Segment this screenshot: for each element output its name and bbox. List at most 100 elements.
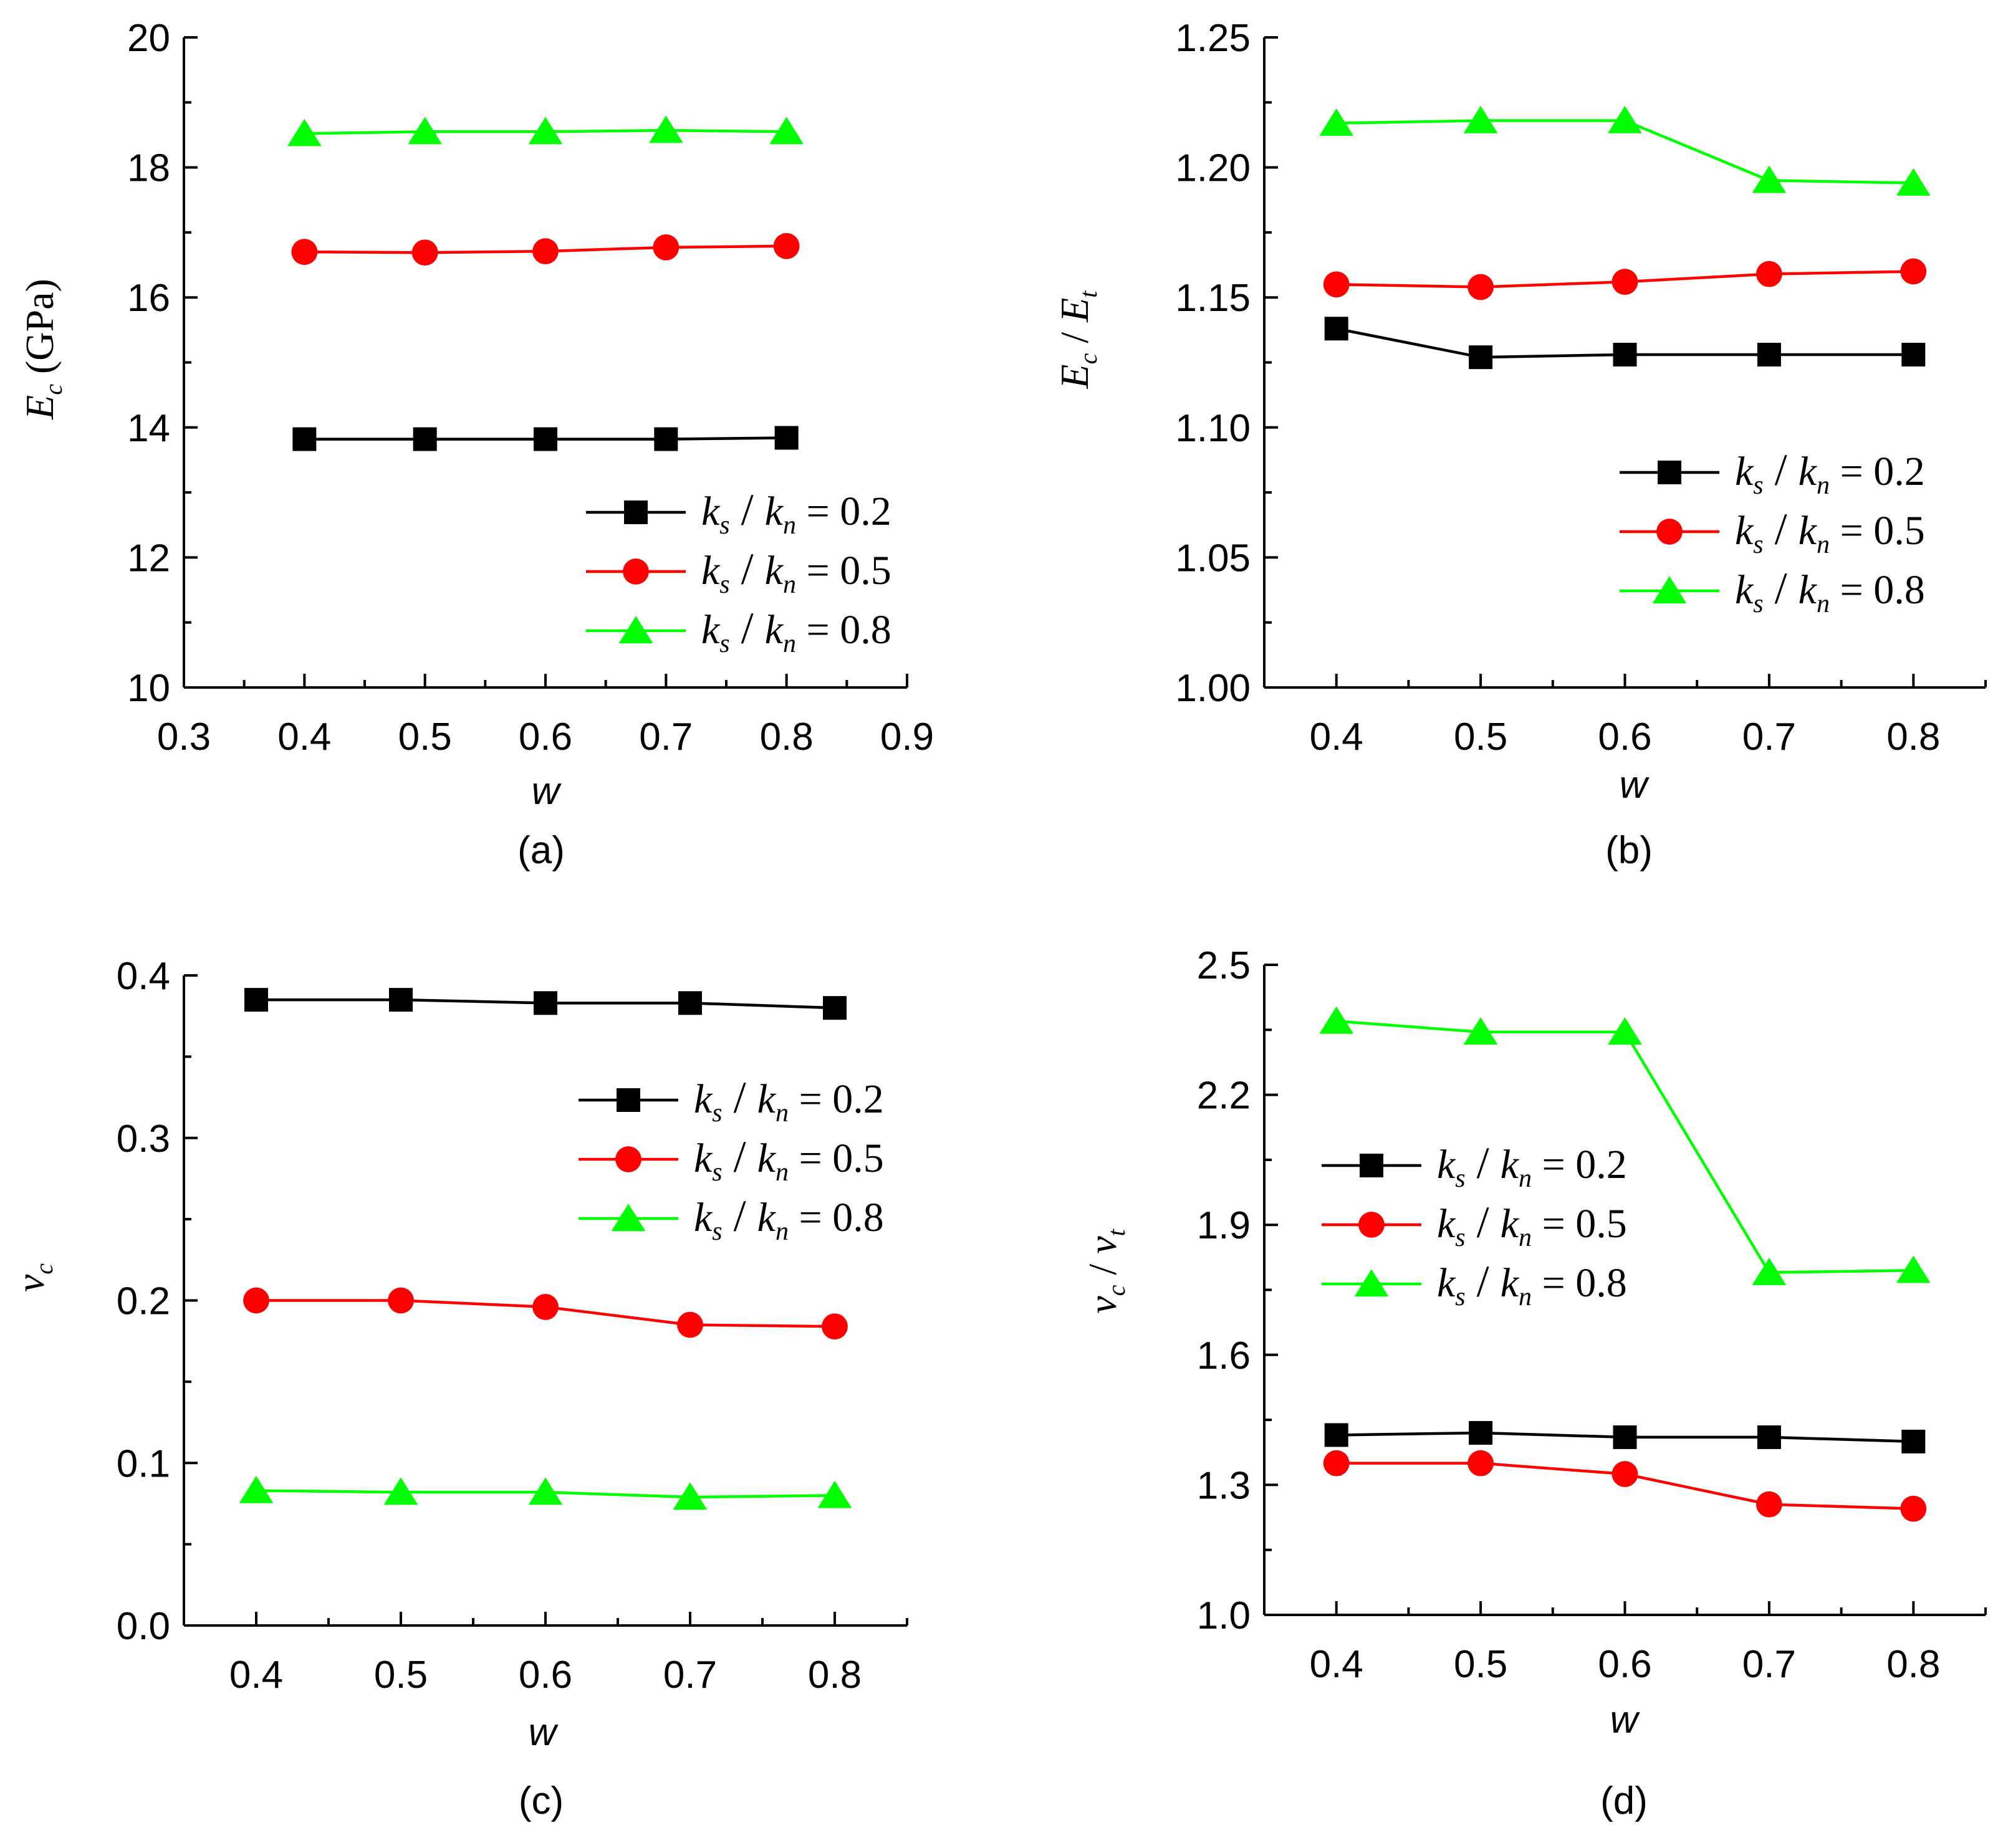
marker-circle (243, 1287, 269, 1314)
marker-square (534, 427, 557, 451)
y-tick-label: 20 (127, 17, 170, 60)
marker-square (1324, 1423, 1348, 1447)
legend-entry: ks / kn = 0.2 (579, 1073, 884, 1127)
x-tick-label: 0.8 (1886, 1643, 1940, 1686)
marker-square (1469, 345, 1493, 370)
marker-triangle (1463, 1017, 1498, 1045)
series-0.8 (287, 115, 804, 146)
x-tick-label: 0.7 (639, 716, 693, 759)
x-tick-label: 0.4 (229, 1654, 283, 1697)
marker-circle (615, 1146, 641, 1172)
y-tick-label: 10 (127, 667, 170, 710)
legend-label: ks / kn = 0.8 (1735, 563, 1925, 618)
legend-entry: ks / kn = 0.8 (586, 603, 891, 658)
y-tick-label: 0.0 (117, 1605, 170, 1648)
marker-circle (388, 1287, 414, 1314)
marker-circle (623, 558, 649, 585)
y-tick-label: 1.9 (1197, 1204, 1251, 1247)
marker-triangle (1319, 108, 1354, 136)
x-axis-label: w (1620, 764, 1650, 807)
marker-triangle (408, 117, 442, 145)
marker-circle (1323, 1450, 1350, 1477)
x-axis-label: w (532, 770, 562, 813)
series-0.2 (1324, 1420, 1926, 1453)
y-axis-label: Ec (GPa) (17, 279, 67, 420)
marker-triangle (1752, 165, 1787, 193)
x-tick-label: 0.5 (374, 1654, 428, 1697)
x-tick-label: 0.5 (1454, 1643, 1507, 1686)
marker-triangle (1896, 1255, 1931, 1283)
marker-circle (1612, 1461, 1638, 1487)
marker-triangle (239, 1475, 274, 1503)
y-tick-label: 0.2 (117, 1280, 170, 1323)
marker-triangle (528, 117, 563, 145)
marker-triangle (769, 117, 804, 145)
marker-triangle (1896, 168, 1931, 196)
legend-entry: ks / kn = 0.2 (586, 485, 891, 540)
marker-circle (653, 234, 680, 261)
x-tick-label: 0.7 (1742, 716, 1796, 759)
y-tick-label: 1.0 (1197, 1594, 1251, 1637)
y-tick-label: 16 (127, 277, 170, 320)
marker-circle (677, 1311, 703, 1338)
panel-label: (c) (519, 1779, 564, 1822)
marker-circle (822, 1313, 848, 1340)
marker-square (1901, 1429, 1926, 1453)
marker-circle (1900, 1495, 1927, 1522)
panel-label: (a) (517, 829, 565, 872)
marker-circle (291, 239, 318, 266)
series-0.2 (292, 426, 799, 451)
y-tick-label: 1.15 (1175, 277, 1251, 320)
y-tick-label: 1.6 (1197, 1334, 1251, 1377)
series-0.8 (239, 1475, 852, 1510)
marker-circle (532, 238, 559, 265)
x-tick-label: 0.6 (1598, 1643, 1651, 1686)
x-axis-label: w (1610, 1698, 1641, 1741)
series-0.2 (1324, 317, 1926, 370)
marker-triangle (1608, 1017, 1642, 1045)
legend-label: ks / kn = 0.5 (1735, 504, 1925, 559)
marker-triangle (1608, 105, 1642, 133)
series-0.5 (243, 1287, 848, 1340)
legend-label: ks / kn = 0.5 (701, 544, 891, 599)
y-tick-label: 14 (127, 407, 170, 450)
legend-entry: ks / kn = 0.5 (579, 1132, 884, 1187)
chart-panel-2: 1.00 1.05 1.10 1.15 1.20 1.25 0.4 0.5 0.6 0.7 0.8 w… (1052, 17, 1987, 872)
marker-circle (1756, 261, 1782, 287)
marker-square (1613, 1425, 1637, 1449)
marker-circle (1900, 258, 1927, 285)
marker-circle (1358, 1212, 1385, 1238)
marker-square (389, 988, 413, 1012)
legend-entry: ks / kn = 0.8 (579, 1191, 884, 1246)
marker-square (617, 1088, 640, 1112)
marker-square (654, 427, 678, 451)
legend-label: ks / kn = 0.2 (701, 485, 891, 540)
marker-square (1658, 461, 1681, 484)
x-tick-label: 0.6 (1598, 716, 1651, 759)
y-tick-label: 18 (127, 147, 170, 190)
marker-triangle (673, 1482, 708, 1510)
x-tick-label: 0.6 (519, 716, 572, 759)
x-tick-label: 0.3 (157, 716, 211, 759)
x-tick-label: 0.9 (880, 716, 934, 759)
x-tick-label: 0.4 (277, 716, 331, 759)
marker-square (534, 991, 557, 1015)
legend-entry: ks / kn = 0.8 (1322, 1257, 1627, 1311)
legend-label: ks / kn = 0.5 (694, 1132, 884, 1187)
marker-square (1757, 1425, 1781, 1449)
marker-triangle (611, 1204, 646, 1232)
legend-entry: ks / kn = 0.2 (1620, 445, 1925, 500)
legend-entry: ks / kn = 0.8 (1620, 563, 1925, 618)
x-tick-label: 0.4 (1310, 1643, 1363, 1686)
marker-square (1901, 342, 1926, 366)
series-0.8 (1319, 105, 1931, 196)
x-tick-label: 0.8 (808, 1654, 862, 1697)
marker-triangle (618, 616, 653, 644)
y-tick-label: 1.3 (1197, 1464, 1251, 1507)
marker-square (624, 500, 648, 524)
legend-label: ks / kn = 0.2 (1437, 1138, 1627, 1193)
x-axis-label: w (529, 1711, 559, 1754)
y-tick-label: 1.20 (1175, 147, 1251, 190)
series-0.5 (1323, 1450, 1927, 1522)
y-tick-label: 1.05 (1175, 537, 1251, 580)
